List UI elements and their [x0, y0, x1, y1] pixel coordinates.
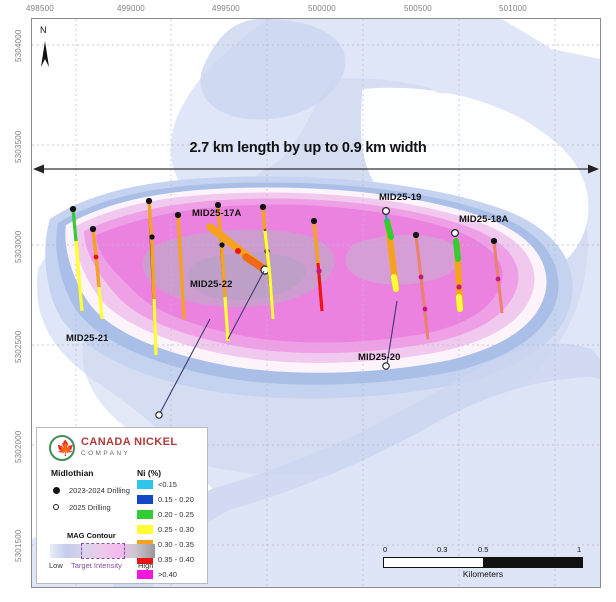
drillhole-trace [490, 237, 504, 314]
scale-tick-label: 0.3 [437, 545, 448, 554]
legend-open-circle-icon [53, 504, 59, 510]
legend-mag-target: Target Intensity [71, 561, 122, 570]
extent-arrow [33, 164, 599, 174]
scale-tick-label: 0 [383, 545, 388, 554]
hole-label-mid25-22: MID25-22 [190, 279, 233, 290]
legend-ni-swatch [137, 555, 153, 564]
drillhole-trace [310, 217, 324, 312]
north-label: N [40, 25, 47, 35]
legend-ni-swatch [137, 480, 153, 489]
legend-ni-label: 0.35 - 0.40 [158, 555, 194, 564]
mag-blob-small [425, 66, 473, 94]
x-tick-label: 498500 [26, 4, 54, 13]
drillhole-trace [145, 197, 158, 356]
maple-leaf-icon: 🍁 [49, 435, 75, 461]
hole-label-mid25-20: MID25-20 [358, 352, 401, 363]
legend-drilling-label: 2025 Drilling [69, 503, 111, 512]
mag-target-box [81, 543, 125, 559]
x-tick-label: 500000 [308, 4, 336, 13]
mag-blob-top-left [200, 19, 346, 120]
ni-contour-040-core-b [188, 252, 306, 300]
company-name-block: CANADA NICKEL COMPANY [81, 436, 177, 458]
x-tick-label: 499500 [212, 4, 240, 13]
drillhole-trace [263, 228, 275, 320]
legend-ni-label: 0.25 - 0.30 [158, 525, 194, 534]
company-subtitle: COMPANY [81, 450, 131, 457]
drillhole-trace [69, 205, 84, 312]
legend-panel: 🍁 CANADA NICKEL COMPANY Midlothian Ni (%… [36, 427, 208, 584]
drillhole-trace [174, 211, 186, 320]
mag-gradient-bar [50, 544, 155, 558]
y-tick-label: 5302000 [14, 430, 23, 463]
x-tick-label: 501000 [499, 4, 527, 13]
legend-mag-low: Low [49, 561, 63, 570]
company-name: CANADA NICKEL [81, 436, 178, 448]
legend-ni-swatch [137, 570, 153, 579]
company-logo: 🍁 CANADA NICKEL COMPANY [49, 434, 199, 462]
legend-ni-swatch [137, 495, 153, 504]
ni-contour-040-core-c [345, 234, 461, 285]
drillhole-trace-mid25-17a [206, 223, 270, 275]
scale-bar-graphic [383, 557, 583, 568]
map-canvas[interactable]: N [31, 18, 601, 588]
mag-tail-inner [152, 377, 600, 587]
drillhole-trace [412, 231, 430, 340]
legend-ni-label: 0.20 - 0.25 [158, 510, 194, 519]
leader-mid25-21 [155, 318, 211, 419]
drillhole-traces [69, 197, 504, 419]
scale-bar: 0 0.3 0.5 1 Kilometers [383, 545, 583, 579]
scale-bar-fill [483, 558, 582, 567]
legend-project-heading: Midlothian [51, 468, 94, 478]
legend-ni-label: 0.30 - 0.35 [158, 540, 194, 549]
mag-contour-white-gap [360, 87, 589, 259]
hole-label-mid25-18a: MID25-18A [459, 214, 509, 225]
hole-label-mid25-17a: MID25-17A [192, 208, 242, 219]
north-arrow-icon [41, 41, 49, 67]
hole-label-mid25-21: MID25-21 [66, 333, 109, 344]
drillhole-trace [214, 201, 230, 342]
legend-ni-label: 0.15 - 0.20 [158, 495, 194, 504]
maple-leaf-glyph: 🍁 [56, 440, 75, 457]
scale-tick-label: 0.5 [478, 545, 489, 554]
drillhole-trace [89, 225, 104, 320]
drillhole-trace-mid25-18a [451, 229, 464, 312]
y-tick-label: 5302500 [14, 330, 23, 363]
drillhole-trace-mid25-19 [382, 207, 400, 293]
hole-label-mid25-19: MID25-19 [379, 192, 422, 203]
legend-ni-swatch [137, 525, 153, 534]
x-tick-label: 499000 [117, 4, 145, 13]
legend-ni-label: >0.40 [158, 570, 177, 579]
legend-mag-high: High [138, 561, 154, 570]
legend-filled-circle-icon [53, 487, 60, 494]
leader-mid25-22 [227, 270, 265, 340]
scale-units-label: Kilometers [462, 569, 504, 579]
legend-ni-swatch [137, 510, 153, 519]
scale-tick-label: 1 [577, 545, 582, 554]
y-tick-label: 5304000 [14, 29, 23, 62]
legend-ni-label: <0.15 [158, 480, 177, 489]
y-tick-label: 5303000 [14, 230, 23, 263]
legend-mag-heading: MAG Contour [67, 531, 116, 540]
page-title: 2.7 km length by up to 0.9 km width [189, 140, 427, 156]
legend-ni-heading: Ni (%) [137, 468, 162, 478]
x-tick-label: 500500 [404, 4, 432, 13]
map-graphics [32, 19, 600, 587]
leader-mid25-20 [382, 300, 398, 370]
legend-drilling-label: 2023-2024 Drilling [69, 486, 130, 495]
y-tick-label: 5301500 [14, 529, 23, 562]
